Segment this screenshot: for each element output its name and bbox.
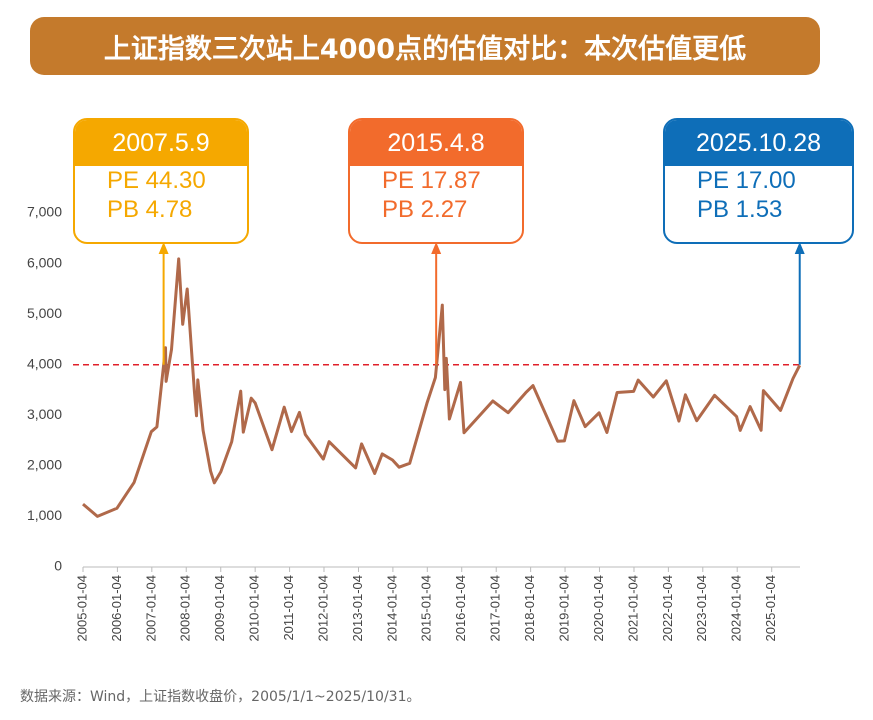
annotation-pb: PB 4.78 [107, 196, 193, 223]
x-tick-label: 2011-01-04 [281, 575, 296, 641]
y-tick-label: 0 [54, 558, 62, 574]
x-tick-label: 2022-01-04 [660, 575, 675, 642]
y-tick-label: 6,000 [27, 254, 62, 270]
annotation-date: 2007.5.9 [75, 120, 247, 166]
x-tick-label: 2016-01-04 [453, 575, 468, 642]
annotation-box: 2007.5.9 PE 44.30 PB 4.78 [73, 118, 249, 244]
x-tick-label: 2009-01-04 [212, 575, 227, 642]
annotation-pe: PE 17.87 [382, 167, 481, 194]
chart-title: 上证指数三次站上4000点的估值对比：本次估值更低 [30, 17, 820, 75]
x-tick-label: 2014-01-04 [384, 575, 399, 642]
x-tick-label: 2024-01-04 [729, 575, 744, 642]
x-tick-label: 2021-01-04 [625, 575, 640, 642]
annotation-pb: PB 2.27 [382, 196, 468, 223]
y-tick-label: 5,000 [27, 305, 62, 321]
annotation-pe: PE 17.00 [697, 167, 796, 194]
x-tick-label: 2025-01-04 [763, 575, 778, 642]
index-line [82, 257, 802, 518]
x-tick-label: 2018-01-04 [522, 575, 537, 642]
x-tick-label: 2010-01-04 [247, 575, 262, 642]
x-tick-label: 2007-01-04 [143, 575, 158, 642]
arrow-head [794, 242, 805, 254]
x-tick-label: 2005-01-04 [74, 575, 89, 642]
x-tick-label: 2019-01-04 [556, 575, 571, 642]
arrow-head [158, 242, 169, 254]
x-tick-label: 2012-01-04 [315, 575, 330, 642]
y-tick-label: 1,000 [27, 507, 62, 523]
annotation-date: 2015.4.8 [350, 120, 522, 166]
x-tick-label: 2015-01-04 [419, 575, 434, 642]
x-tick-label: 2013-01-04 [350, 575, 365, 642]
annotation-pb: PB 1.53 [697, 196, 783, 223]
annotation-box: 2015.4.8 PE 17.87 PB 2.27 [348, 118, 524, 244]
x-tick-label: 2020-01-04 [591, 575, 606, 642]
y-tick-label: 2,000 [27, 457, 62, 473]
arrow-head [431, 242, 442, 254]
source-note: 数据来源：Wind，上证指数收盘价，2005/1/1~2025/10/31。 [20, 689, 421, 705]
y-tick-label: 3,000 [27, 406, 62, 422]
x-tick-label: 2017-01-04 [488, 575, 503, 642]
y-tick-label: 7,000 [27, 204, 62, 220]
annotation-pe: PE 44.30 [107, 167, 206, 194]
x-tick-label: 2023-01-04 [694, 575, 709, 642]
x-tick-label: 2006-01-04 [109, 575, 124, 642]
x-tick-label: 2008-01-04 [178, 575, 193, 642]
y-tick-label: 4,000 [27, 355, 62, 371]
annotation-box: 2025.10.28 PE 17.00 PB 1.53 [663, 118, 854, 244]
annotation-date: 2025.10.28 [665, 120, 852, 166]
